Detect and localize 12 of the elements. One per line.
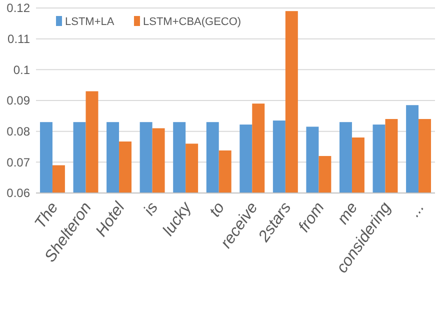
legend-label: LSTM+LA xyxy=(65,16,115,28)
y-tick-label: 0.07 xyxy=(6,155,30,170)
x-tick-label: ... xyxy=(406,200,428,220)
y-tick-label: 0.1 xyxy=(13,62,30,77)
y-tick-label: 0.06 xyxy=(6,186,30,200)
y-tick-label: 0.11 xyxy=(8,32,30,46)
x-tick-label: to xyxy=(206,199,228,220)
x-tick-label: is xyxy=(141,200,162,219)
legend-label: LSTM+CBA(GECO) xyxy=(143,16,242,28)
y-tick-label: 0.12 xyxy=(6,1,30,16)
y-tick-label: 0.09 xyxy=(6,94,30,108)
y-tick-label: 0.08 xyxy=(6,124,30,139)
